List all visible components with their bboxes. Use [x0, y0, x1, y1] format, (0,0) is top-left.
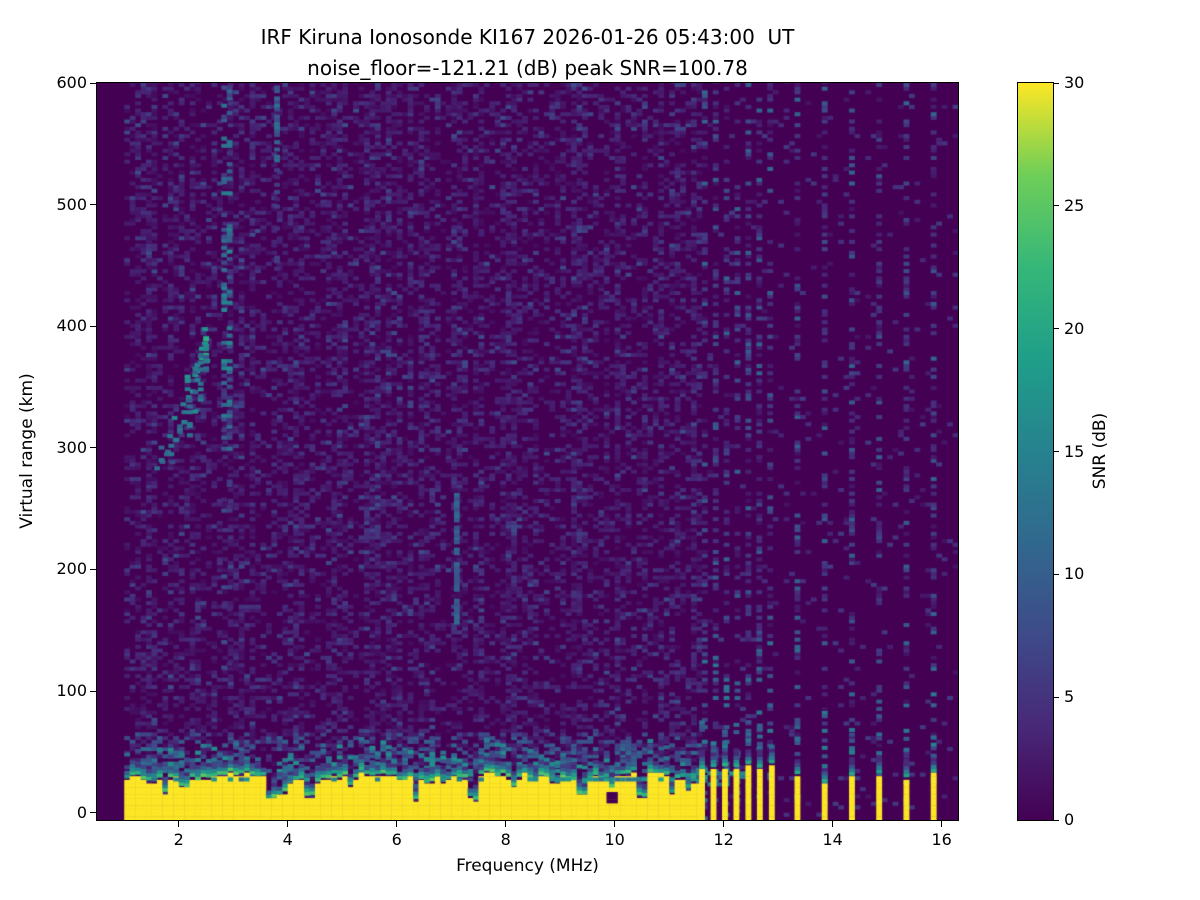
colorbar-tick-label: 15 — [1064, 441, 1085, 461]
x-tick-mark — [396, 821, 398, 827]
x-tick-label: 14 — [822, 830, 843, 849]
plot-title-line2: noise_floor=-121.21 (dB) peak SNR=100.78 — [307, 56, 748, 80]
x-tick-mark — [287, 821, 289, 827]
y-tick-label: 100 — [56, 681, 87, 701]
colorbar-tick-mark — [1054, 573, 1059, 575]
x-tick-mark — [505, 821, 507, 827]
y-tick-label: 0 — [76, 802, 87, 822]
y-tick-mark — [90, 447, 96, 449]
colorbar-tick-mark — [1054, 205, 1059, 207]
colorbar-tick-mark — [1054, 819, 1059, 821]
colorbar-tick-label: 0 — [1064, 810, 1075, 829]
x-tick-label: 6 — [391, 830, 402, 849]
y-tick-label: 200 — [56, 559, 87, 579]
colorbar-gradient — [1017, 82, 1054, 821]
x-tick-mark — [941, 821, 943, 827]
x-axis-label: Frequency (MHz) — [456, 856, 599, 876]
colorbar-tick-label: 25 — [1064, 195, 1085, 215]
x-tick-label: 16 — [931, 830, 952, 849]
x-tick-label: 2 — [173, 830, 184, 849]
colorbar-tick-mark — [1054, 328, 1059, 330]
colorbar-tick-mark — [1054, 696, 1059, 698]
colorbar-tick-mark — [1054, 82, 1059, 84]
colorbar-tick-label: 30 — [1064, 73, 1085, 92]
x-tick-mark — [723, 821, 725, 827]
y-tick-mark — [90, 204, 96, 206]
y-tick-label: 400 — [56, 316, 87, 336]
colorbar-tick-mark — [1054, 451, 1059, 452]
plot-title-line1: IRF Kiruna Ionosonde KI167 2026-01-26 05… — [260, 25, 795, 49]
x-tick-label: 4 — [282, 830, 293, 849]
ionogram-heatmap — [97, 83, 958, 820]
y-tick-mark — [90, 82, 96, 84]
y-tick-mark — [90, 325, 96, 327]
colorbar-tick-label: 10 — [1064, 564, 1085, 584]
colorbar-label: SNR (dB) — [1090, 412, 1110, 490]
x-tick-mark — [614, 821, 616, 827]
y-tick-mark — [90, 812, 96, 814]
x-tick-label: 10 — [604, 830, 625, 849]
x-tick-label: 12 — [713, 830, 734, 849]
y-tick-mark — [90, 690, 96, 692]
y-tick-label: 500 — [56, 194, 87, 214]
y-tick-mark — [90, 568, 96, 570]
y-tick-label: 300 — [56, 437, 87, 457]
colorbar-tick-label: 5 — [1064, 687, 1075, 707]
y-tick-label: 600 — [56, 73, 87, 92]
x-tick-mark — [832, 821, 834, 827]
x-tick-label: 8 — [500, 830, 511, 849]
plot-title: IRF Kiruna Ionosonde KI167 2026-01-26 05… — [97, 22, 958, 84]
x-tick-mark — [178, 821, 180, 827]
colorbar-tick-label: 20 — [1064, 318, 1085, 338]
